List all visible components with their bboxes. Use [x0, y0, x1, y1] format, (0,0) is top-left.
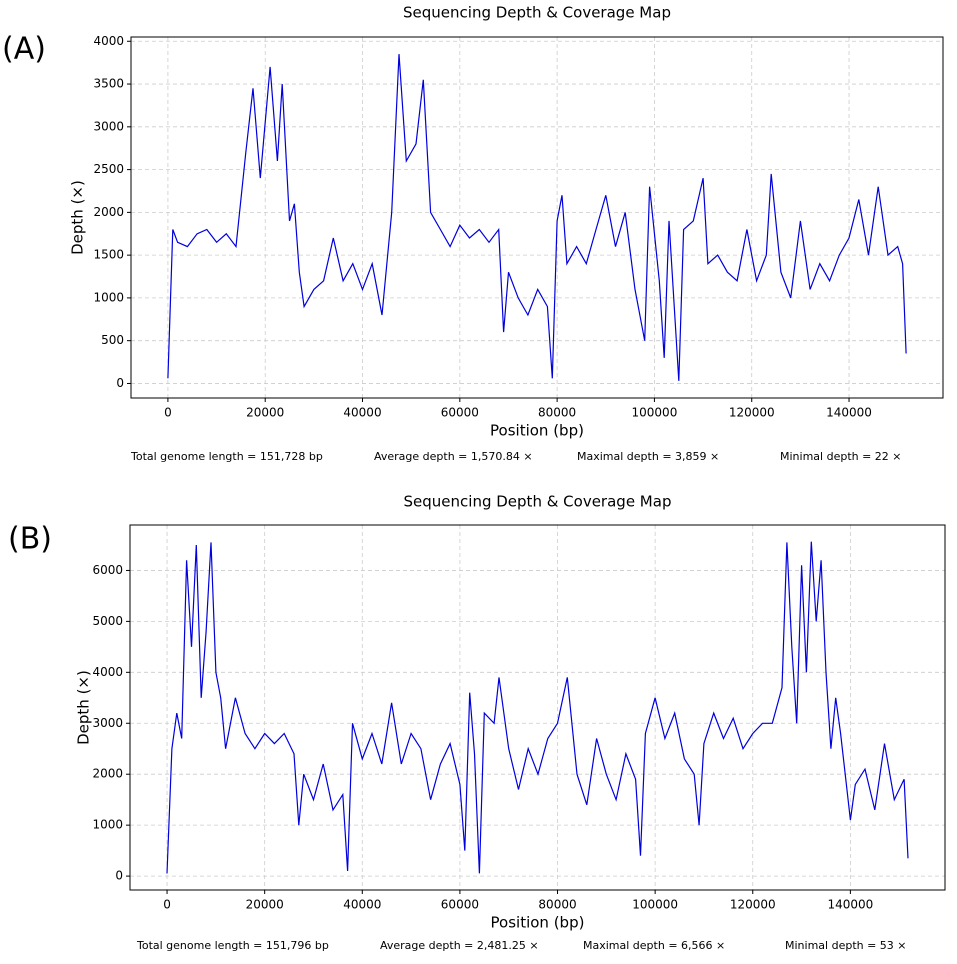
x-tick-label: 100000 [632, 898, 678, 912]
y-tick-label: 0 [116, 376, 124, 390]
x-tick-label: 140000 [827, 898, 873, 912]
stat-note: Maximal depth = 3,859 × [577, 450, 719, 463]
y-tick-label: 2000 [93, 205, 124, 219]
x-tick-label: 60000 [441, 898, 479, 912]
stat-note: Total genome length = 151,728 bp [130, 450, 323, 463]
x-tick-label: 100000 [632, 406, 678, 420]
x-tick-label: 0 [164, 406, 172, 420]
depth-line [166, 541, 909, 874]
y-tick-label: 0 [115, 869, 123, 883]
x-tick-label: 80000 [538, 406, 576, 420]
y-tick-label: 2000 [92, 767, 123, 781]
x-tick-label: 140000 [826, 406, 872, 420]
x-axis-label: Position (bp) [490, 422, 584, 440]
y-tick-label: 2500 [93, 162, 124, 176]
y-tick-label: 3000 [92, 716, 123, 730]
y-tick-label: 4000 [92, 665, 123, 679]
x-tick-label: 60000 [441, 406, 479, 420]
chart-panel: (B) Sequencing Depth & Coverage Map 0 1000 2… [8, 493, 946, 952]
y-tick-label: 1000 [92, 818, 123, 832]
x-tick-label: 40000 [343, 898, 381, 912]
y-tick-label: 1000 [93, 290, 124, 304]
x-tick-label: 20000 [246, 406, 284, 420]
chart-title: Sequencing Depth & Coverage Map [404, 493, 672, 511]
y-tick-label: 4000 [93, 34, 124, 48]
stat-note: Maximal depth = 6,566 × [583, 939, 725, 952]
stat-note: Average depth = 2,481.25 × [380, 939, 539, 952]
y-axis-label: Depth (×) [69, 180, 87, 255]
y-tick-label: 500 [101, 333, 124, 347]
x-tick-label: 0 [163, 898, 171, 912]
depth-line [167, 54, 907, 381]
chart-title: Sequencing Depth & Coverage Map [403, 4, 671, 22]
y-tick-label: 1500 [93, 248, 124, 262]
x-tick-label: 20000 [246, 898, 284, 912]
x-tick-label: 120000 [729, 406, 775, 420]
y-tick-label: 3000 [93, 119, 124, 133]
stat-note: Average depth = 1,570.84 × [374, 450, 533, 463]
x-tick-label: 120000 [730, 898, 776, 912]
plot-frame [130, 36, 944, 399]
plot-frame [129, 524, 946, 891]
stat-note: Minimal depth = 53 × [785, 939, 907, 952]
stat-note: Total genome length = 151,796 bp [136, 939, 329, 952]
x-tick-label: 40000 [343, 406, 381, 420]
stat-note: Minimal depth = 22 × [780, 450, 902, 463]
y-tick-label: 5000 [92, 614, 123, 628]
x-tick-label: 80000 [538, 898, 576, 912]
y-tick-label: 6000 [92, 563, 123, 577]
y-axis-label: Depth (×) [75, 670, 93, 745]
y-tick-label: 3500 [93, 77, 124, 91]
panel-label: (B) [8, 522, 52, 557]
x-axis-label: Position (bp) [491, 914, 585, 932]
panel-label: (A) [2, 32, 46, 67]
chart-panel: (A) Sequencing Depth & Coverage Map 0 500 10… [2, 4, 944, 463]
